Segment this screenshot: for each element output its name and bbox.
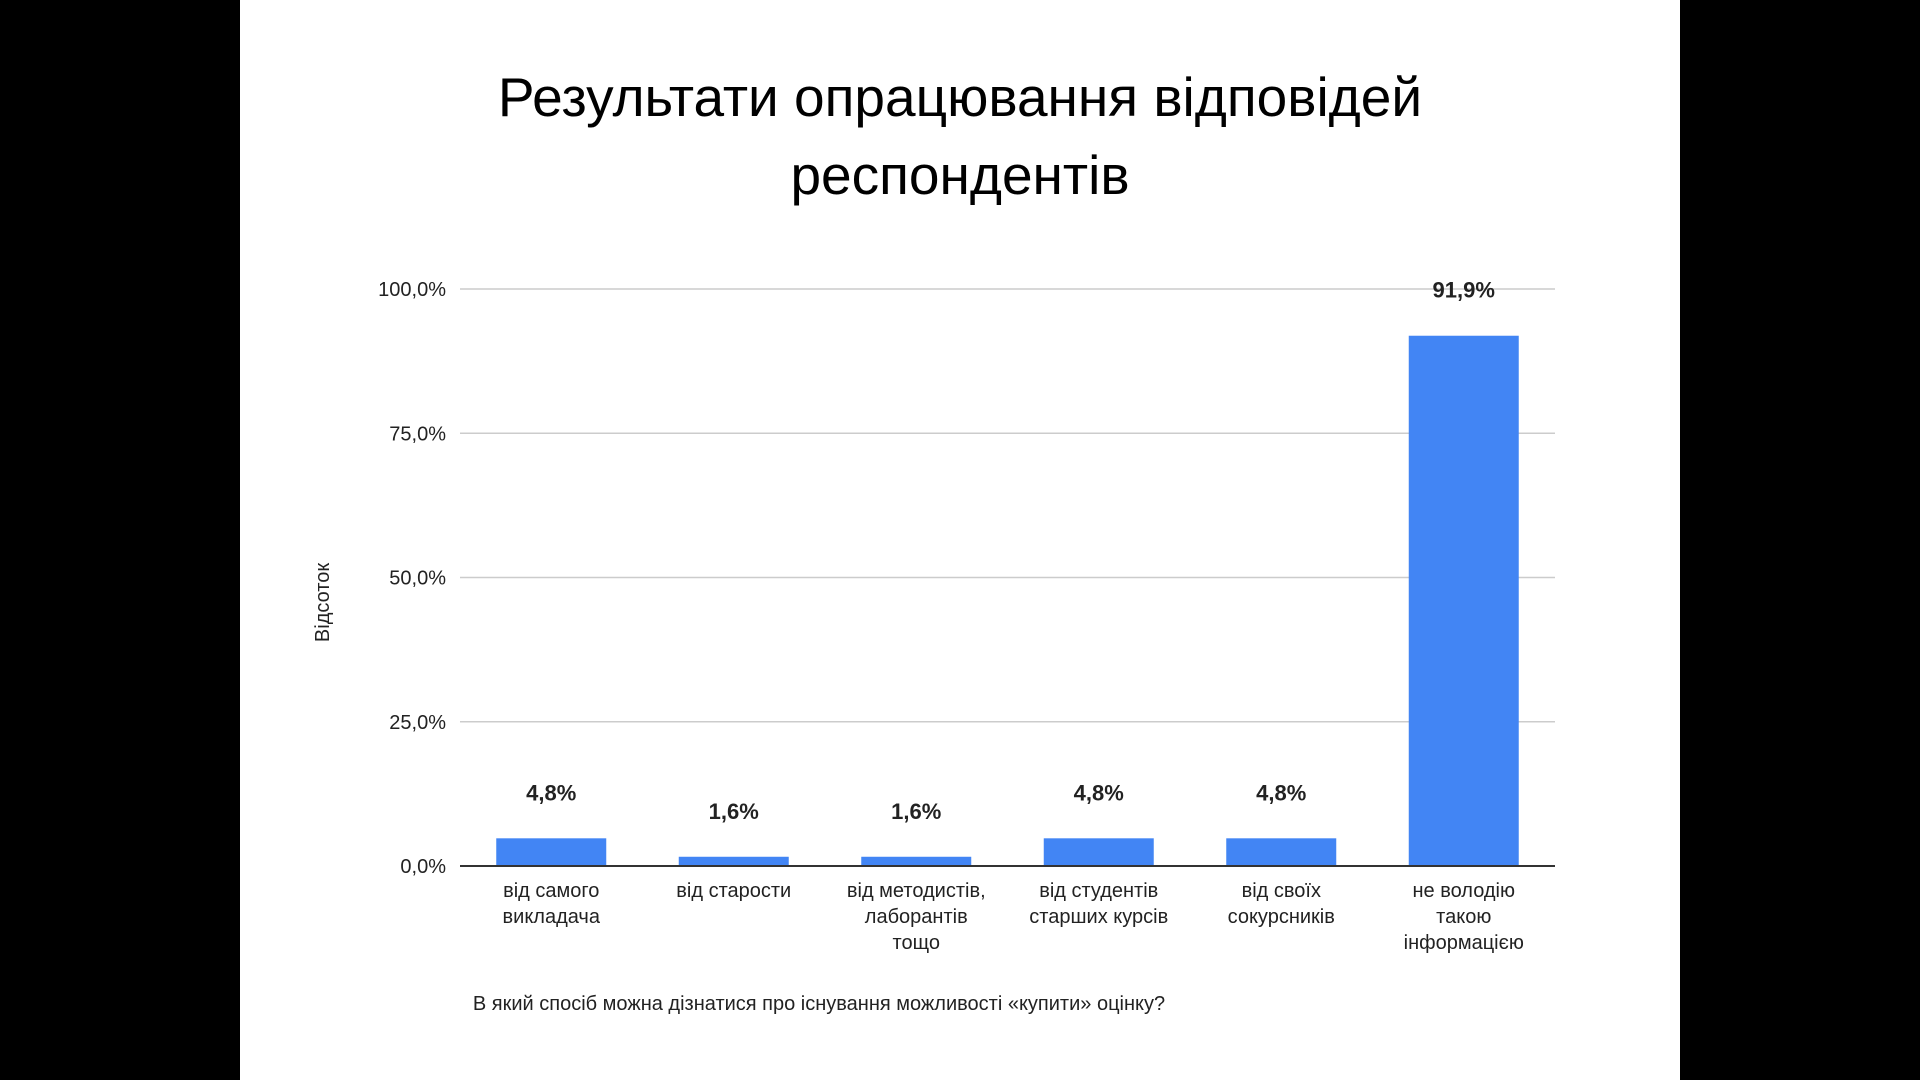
- bar-value-label: 4,8%: [1256, 780, 1306, 805]
- data-labels: 4,8% 1,6% 1,6% 4,8% 4,8% 91,9%: [526, 278, 1495, 824]
- slide-title-line-2: респондентів: [790, 144, 1130, 206]
- category-label-line: лаборантів: [865, 906, 968, 928]
- category-label-line: такою: [1436, 906, 1491, 928]
- bar: [1408, 335, 1519, 866]
- slide-title: Результати опрацювання відповідей респон…: [240, 58, 1680, 214]
- bar-value-label: 91,9%: [1433, 278, 1495, 303]
- category-label: від старости: [676, 880, 791, 902]
- y-tick-label: 0,0%: [400, 856, 446, 878]
- slide-title-line-1: Результати опрацювання відповідей: [497, 66, 1423, 128]
- bar-value-label: 4,8%: [1074, 780, 1124, 805]
- y-tick-label: 50,0%: [389, 568, 446, 590]
- x-axis-title: В який спосіб можна дізнатися про існува…: [473, 993, 1165, 1015]
- category-label: від своїх сокурсників: [1228, 880, 1335, 928]
- category-label-line: викладача: [503, 906, 601, 928]
- bar: [861, 856, 972, 866]
- slide: Результати опрацювання відповідей респон…: [240, 0, 1680, 1080]
- x-axis-categories: від самого викладача від старости від метод…: [503, 880, 1524, 954]
- category-label-line: тощо: [893, 932, 940, 954]
- category-label: не володію такою інформацією: [1404, 880, 1524, 954]
- bar-chart: 0,0%25,0%50,0%75,0%100,0% 4,8%1,6% 1,6%4,…: [312, 278, 1555, 1015]
- category-label-line: старших курсів: [1029, 906, 1168, 928]
- bar-value-label: 1,6%: [891, 799, 941, 824]
- category-label-line: від методистів,: [847, 880, 986, 902]
- category-label-line: сокурсників: [1228, 906, 1335, 928]
- y-axis-title: Відсоток: [312, 563, 334, 642]
- y-axis-ticks: 0,0% 25,0% 50,0% 75,0% 100,0%: [378, 279, 446, 878]
- bar: [1043, 838, 1154, 866]
- category-label: від методистів, лаборантів тощо: [847, 880, 986, 954]
- bars: [496, 335, 1519, 866]
- category-label-line: від самого: [503, 880, 599, 902]
- category-label-line: від студентів: [1039, 880, 1158, 902]
- category-label-line: інформацією: [1404, 932, 1524, 954]
- category-label-line: не володію: [1413, 880, 1516, 902]
- category-label-line: від своїх: [1242, 880, 1321, 902]
- bar-value-label: 1,6%: [709, 799, 759, 824]
- category-label-line: від старости: [676, 880, 791, 902]
- category-label: від самого викладача: [503, 880, 601, 928]
- category-label: від студентів старших курсів: [1029, 880, 1168, 928]
- y-tick-label: 25,0%: [389, 712, 446, 734]
- y-tick-label: 100,0%: [378, 279, 446, 301]
- y-tick-label: 75,0%: [389, 423, 446, 445]
- bar: [678, 856, 789, 866]
- gridlines: [460, 288, 1555, 723]
- bar: [1226, 838, 1337, 866]
- bar-value-label: 4,8%: [526, 780, 576, 805]
- bar: [496, 838, 607, 866]
